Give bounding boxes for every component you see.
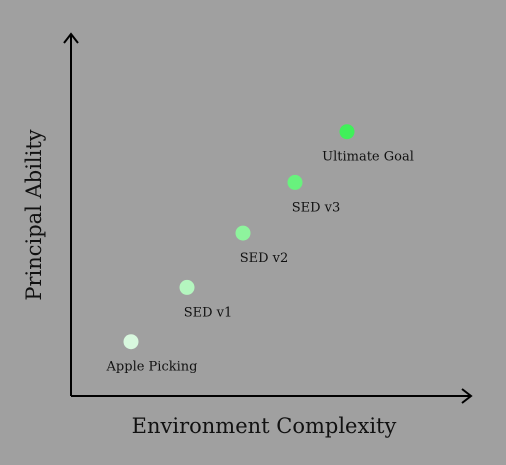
data-point-0 xyxy=(123,334,139,350)
data-point-label-0: Apple Picking xyxy=(106,360,198,375)
data-point-2 xyxy=(235,225,251,241)
data-point-1 xyxy=(179,279,195,295)
x-axis-label: Environment Complexity xyxy=(132,414,397,438)
data-point-4 xyxy=(339,124,355,140)
data-point-3 xyxy=(287,174,303,190)
y-axis-label: Principal Ability xyxy=(22,129,46,300)
data-points: Apple Picking SED v1 SED v2 SED v3 Ultimate … xyxy=(106,124,414,375)
y-axis-arrowhead xyxy=(63,32,79,44)
x-axis-arrowhead xyxy=(461,388,473,404)
data-point-label-1: SED v1 xyxy=(184,305,233,320)
axes xyxy=(63,32,473,404)
data-point-label-2: SED v2 xyxy=(240,251,289,266)
data-point-label-3: SED v3 xyxy=(292,200,341,215)
data-point-label-4: Ultimate Goal xyxy=(322,150,414,165)
